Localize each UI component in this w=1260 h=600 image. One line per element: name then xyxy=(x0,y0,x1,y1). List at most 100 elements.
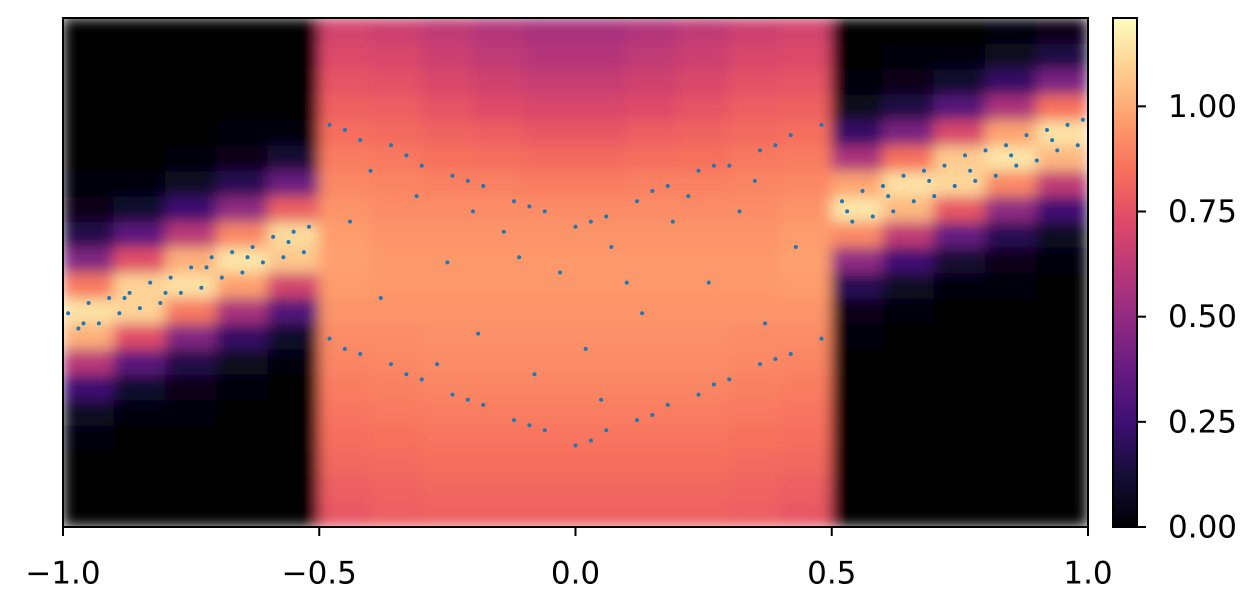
heatmap-cell xyxy=(728,272,781,299)
heatmap-cell xyxy=(677,450,730,477)
heatmap-cell xyxy=(626,93,679,121)
heatmap-cell xyxy=(318,195,371,223)
heatmap-cell xyxy=(63,221,115,248)
heatmap-cell xyxy=(523,18,576,44)
heatmap-cell xyxy=(318,450,371,477)
scatter-point xyxy=(189,265,194,270)
heatmap-cell xyxy=(933,272,986,299)
heatmap-cell xyxy=(165,297,218,324)
heatmap-cell xyxy=(267,450,320,477)
heatmap-cell xyxy=(882,348,935,375)
heatmap-cell xyxy=(728,399,781,426)
heatmap-cell xyxy=(165,399,218,426)
scatter-point xyxy=(127,290,132,295)
scatter-point xyxy=(583,346,588,351)
heatmap-cell xyxy=(370,272,423,299)
colorbar xyxy=(1112,17,1138,528)
heatmap-cell xyxy=(472,68,525,95)
heatmap-cell xyxy=(63,450,115,477)
scatter-point xyxy=(788,133,793,138)
scatter-point xyxy=(199,285,204,290)
heatmap-cell xyxy=(113,170,166,197)
heatmap-cell xyxy=(985,373,1038,401)
heatmap-cell xyxy=(780,195,833,223)
heatmap-cell xyxy=(575,93,628,121)
scatter-point xyxy=(168,275,173,280)
scatter-point xyxy=(711,382,716,387)
heatmap-cell xyxy=(318,297,371,324)
scatter-point xyxy=(81,321,86,326)
heatmap-cell xyxy=(677,373,730,401)
colorbar-tick-label: 0.75 xyxy=(1168,194,1237,230)
heatmap-cell xyxy=(165,170,218,197)
scatter-point xyxy=(1075,143,1080,148)
heatmap-cell xyxy=(370,297,423,324)
scatter-point xyxy=(414,194,419,199)
heatmap-cell xyxy=(216,297,269,324)
heatmap xyxy=(63,18,1088,527)
heatmap-cell xyxy=(370,170,423,197)
scatter-point xyxy=(665,183,670,188)
scatter-point xyxy=(358,138,363,143)
heatmap-cell xyxy=(728,450,781,477)
scatter-point xyxy=(250,245,255,250)
scatter-point xyxy=(604,428,609,433)
heatmap-cell xyxy=(780,272,833,299)
heatmap-cell xyxy=(985,246,1038,273)
heatmap-cell xyxy=(523,42,576,70)
heatmap-cell xyxy=(63,42,115,70)
heatmap-cell xyxy=(933,68,986,95)
heatmap-cell xyxy=(728,68,781,95)
scatter-point xyxy=(870,214,875,219)
heatmap-cell xyxy=(575,144,628,172)
heatmap-cell xyxy=(113,93,166,121)
scatter-point xyxy=(1055,148,1060,153)
heatmap-cell xyxy=(165,18,218,44)
scatter-point xyxy=(640,311,645,316)
scatter-point xyxy=(465,397,470,402)
heatmap-cell xyxy=(780,68,833,95)
scatter-point xyxy=(148,280,153,285)
heatmap-cell xyxy=(523,170,576,197)
scatter-point xyxy=(752,178,757,183)
heatmap-cell xyxy=(113,195,166,223)
heatmap-cell xyxy=(216,93,269,121)
heatmap-cell xyxy=(882,195,935,223)
heatmap-cell xyxy=(677,348,730,375)
heatmap-cell xyxy=(882,246,935,273)
x-tick-label: 0.5 xyxy=(807,556,856,592)
heatmap-cell xyxy=(1036,475,1088,503)
heatmap-cell xyxy=(831,18,884,44)
heatmap-cell xyxy=(472,373,525,401)
heatmap-cell xyxy=(1036,170,1088,197)
heatmap-cell xyxy=(677,221,730,248)
heatmap-cell xyxy=(575,119,628,146)
heatmap-cell xyxy=(523,373,576,401)
heatmap-cell xyxy=(831,450,884,477)
x-tick-label: −1.0 xyxy=(25,556,100,592)
heatmap-cell xyxy=(63,119,115,146)
heatmap-cell xyxy=(421,93,474,121)
heatmap-cell xyxy=(523,93,576,121)
scatter-point xyxy=(1009,153,1014,158)
heatmap-cell xyxy=(626,373,679,401)
heatmap-cell xyxy=(113,322,166,350)
scatter-point xyxy=(76,326,81,331)
heatmap-cell xyxy=(626,144,679,172)
scatter-point xyxy=(558,270,563,275)
heatmap-cell xyxy=(63,68,115,95)
scatter-point xyxy=(517,255,522,260)
scatter-point xyxy=(773,357,778,362)
heatmap-cell xyxy=(985,272,1038,299)
heatmap-cell xyxy=(882,424,935,452)
scatter-point xyxy=(481,402,486,407)
heatmap-cell xyxy=(831,373,884,401)
heatmap-cell xyxy=(831,399,884,426)
scatter-point xyxy=(793,245,798,250)
heatmap-cell xyxy=(626,424,679,452)
heatmap-cell xyxy=(267,399,320,426)
scatter-point xyxy=(481,183,486,188)
heatmap-cell xyxy=(472,399,525,426)
